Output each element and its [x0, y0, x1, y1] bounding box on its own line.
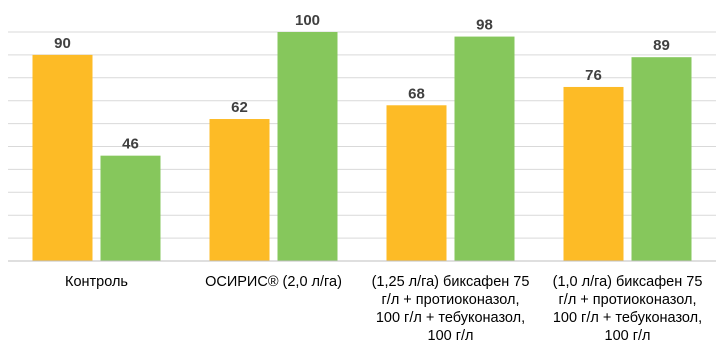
data-label-series-1-category-3: 68	[408, 85, 425, 102]
data-label-series-1-category-4: 76	[585, 67, 602, 84]
bar-series-2-category-1	[101, 156, 161, 261]
data-label-series-2-category-1: 46	[122, 136, 139, 153]
bar-series-1-category-1	[33, 55, 93, 261]
bar-series-1-category-2	[210, 119, 270, 261]
bar-series-2-category-3	[455, 37, 515, 261]
bar-series-2-category-4	[632, 57, 692, 261]
bar-series-1-category-3	[387, 105, 447, 261]
bar-series-1-category-4	[564, 87, 624, 261]
data-label-series-2-category-4: 89	[653, 37, 670, 54]
category-label-1: Контроль	[7, 273, 187, 291]
data-label-series-1-category-1: 90	[54, 35, 71, 52]
category-label-4: (1,0 л/га) биксафен 75 г/л + протиоконаз…	[538, 273, 718, 345]
category-label-3: (1,25 л/га) биксафен 75 г/л + протиокона…	[361, 273, 541, 345]
data-label-series-1-category-2: 62	[231, 99, 248, 116]
category-label-2: ОСИРИС® (2,0 л/га)	[184, 273, 364, 291]
bar-series-2-category-2	[278, 32, 338, 261]
data-label-series-2-category-3: 98	[476, 17, 493, 34]
data-label-series-2-category-2: 100	[295, 12, 320, 29]
